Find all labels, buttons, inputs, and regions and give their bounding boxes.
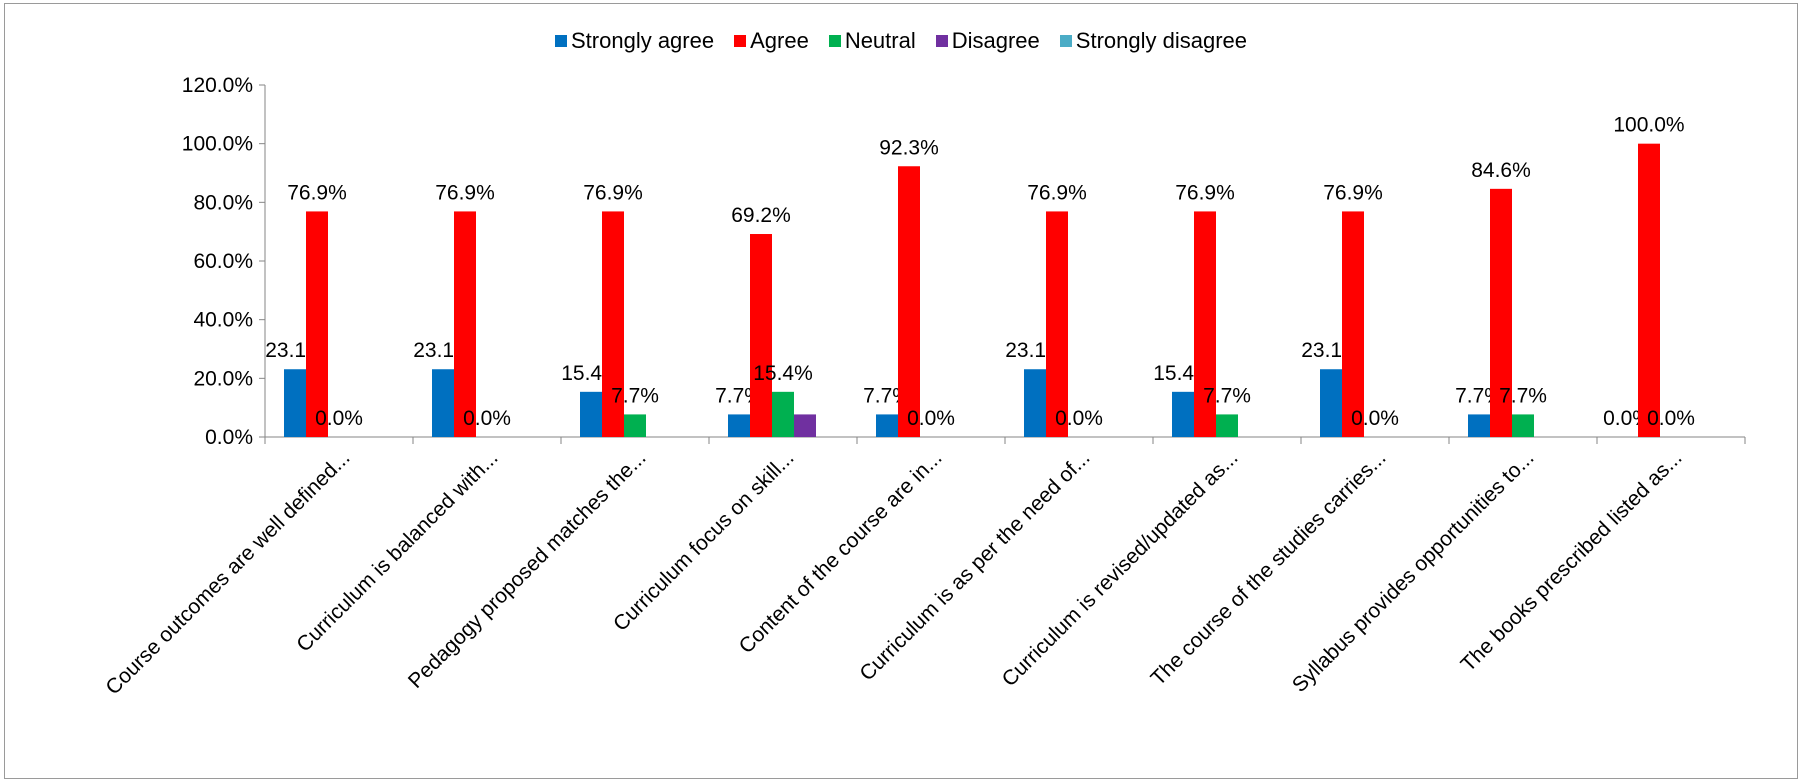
legend-label-strongly-agree: Strongly agree	[571, 28, 715, 53]
data-label: 76.9%	[583, 181, 643, 204]
data-label: 84.6%	[1471, 159, 1531, 182]
bar	[1342, 211, 1364, 437]
legend-swatch-neutral	[828, 35, 841, 47]
legend-item-strongly-agree: Strongly agree	[555, 28, 714, 54]
data-label: 76.9%	[1027, 181, 1087, 204]
bar	[454, 211, 476, 437]
data-label: 7.7%	[611, 384, 659, 407]
x-category-label: Curriculum is as per the need of...	[855, 446, 1094, 685]
bar	[1468, 414, 1490, 437]
data-label: 69.2%	[731, 204, 791, 227]
y-tick-label: 60.0%	[193, 250, 253, 273]
data-label: 0.0%	[907, 407, 955, 430]
legend-label-strongly-disagree: Strongly disagree	[1075, 28, 1247, 53]
x-category-label: The course of the studies carries...	[1146, 446, 1390, 690]
legend-swatch-agree	[734, 35, 747, 47]
bar	[750, 234, 772, 437]
bar	[602, 211, 624, 437]
legend-swatch-strongly-disagree	[1059, 35, 1072, 47]
data-label: 76.9%	[287, 181, 347, 204]
legend-label-agree: Agree	[750, 28, 809, 53]
data-label: 0.0%	[1351, 407, 1399, 430]
legend-swatch-disagree	[935, 35, 948, 47]
data-label: 0.0%	[1055, 407, 1103, 430]
data-label: 100.0%	[1613, 114, 1684, 137]
bar	[728, 414, 750, 437]
bar	[772, 391, 794, 437]
y-tick-label: 120.0%	[182, 74, 253, 97]
y-tick-label: 20.0%	[193, 367, 253, 390]
bar	[1216, 414, 1238, 437]
legend-label-neutral: Neutral	[844, 28, 916, 53]
bar	[284, 369, 306, 437]
bar	[1638, 143, 1660, 437]
bar	[1046, 211, 1068, 437]
bar	[898, 166, 920, 437]
data-label: 0.0%	[463, 407, 511, 430]
x-category-label: Curriculum is revised/updated as...	[998, 446, 1243, 691]
bar	[1490, 188, 1512, 437]
data-label: 76.9%	[1175, 181, 1235, 204]
data-label: 15.4%	[753, 362, 813, 385]
x-category-label: Syllabus provides opportunities to...	[1288, 446, 1539, 697]
legend-item-disagree: Disagree	[935, 28, 1040, 54]
data-label: 0.0%	[315, 407, 363, 430]
bar	[624, 414, 646, 437]
legend-item-strongly-disagree: Strongly disagree	[1059, 28, 1247, 54]
data-label: 92.3%	[879, 136, 939, 159]
y-tick-label: 0.0%	[205, 426, 253, 449]
data-label: 7.7%	[1499, 384, 1547, 407]
legend: Strongly agree Agree Neutral Disagree St…	[0, 28, 1802, 54]
y-tick-label: 80.0%	[193, 191, 253, 214]
bar	[876, 414, 898, 437]
y-tick-label: 100.0%	[182, 133, 253, 156]
data-label: 7.7%	[1203, 384, 1251, 407]
data-label: 0.0%	[1647, 407, 1695, 430]
bar	[1194, 211, 1216, 437]
legend-swatch-strongly-agree	[555, 35, 567, 47]
bar	[306, 211, 328, 437]
bar	[1512, 414, 1534, 437]
x-category-label: Pedagogy proposed matches the...	[404, 446, 651, 693]
bar	[1320, 369, 1342, 437]
data-label: 76.9%	[435, 181, 495, 204]
legend-item-agree: Agree	[734, 28, 809, 54]
y-tick-label: 40.0%	[193, 309, 253, 332]
bar	[580, 391, 602, 437]
bar	[794, 414, 816, 437]
legend-label-disagree: Disagree	[951, 28, 1040, 53]
bar	[432, 369, 454, 437]
x-category-label: Course outcomes are well defined...	[101, 446, 354, 699]
data-label: 76.9%	[1323, 181, 1383, 204]
bar	[1024, 369, 1046, 437]
bar	[1172, 391, 1194, 437]
legend-item-neutral: Neutral	[828, 28, 916, 54]
